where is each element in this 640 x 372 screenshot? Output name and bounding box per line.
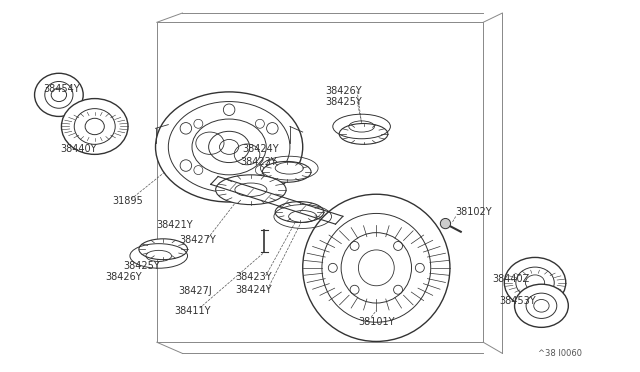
Text: 38424Y: 38424Y xyxy=(236,285,272,295)
Ellipse shape xyxy=(35,73,83,116)
Ellipse shape xyxy=(339,124,388,144)
Text: 38425Y: 38425Y xyxy=(325,97,362,107)
Text: 38102Y: 38102Y xyxy=(456,207,492,217)
Text: 38440Z: 38440Z xyxy=(493,274,530,284)
Text: 38101Y: 38101Y xyxy=(358,317,395,327)
Text: 38411Y: 38411Y xyxy=(174,306,211,315)
Text: 38454Y: 38454Y xyxy=(44,84,80,94)
Ellipse shape xyxy=(504,257,566,308)
Text: 38424Y: 38424Y xyxy=(242,144,278,154)
Ellipse shape xyxy=(61,99,128,154)
Text: 38427J: 38427J xyxy=(178,286,212,296)
Text: 38427Y: 38427Y xyxy=(179,235,216,245)
Text: 38423Y: 38423Y xyxy=(240,157,276,167)
Text: 38421Y: 38421Y xyxy=(157,220,193,230)
Circle shape xyxy=(440,218,451,229)
Text: 38423Y: 38423Y xyxy=(236,272,272,282)
Ellipse shape xyxy=(216,175,286,205)
Text: 38426Y: 38426Y xyxy=(106,272,142,282)
Text: 31895: 31895 xyxy=(112,196,143,206)
Ellipse shape xyxy=(275,202,324,222)
Text: 38426Y: 38426Y xyxy=(325,86,362,96)
Ellipse shape xyxy=(515,284,568,327)
Text: 38453Y: 38453Y xyxy=(499,296,536,306)
Ellipse shape xyxy=(156,92,303,202)
Text: 38440Y: 38440Y xyxy=(61,144,97,154)
Ellipse shape xyxy=(139,239,188,260)
Text: ^38 I0060: ^38 I0060 xyxy=(538,349,582,358)
Text: 38425Y: 38425Y xyxy=(124,261,160,271)
Ellipse shape xyxy=(262,161,311,182)
